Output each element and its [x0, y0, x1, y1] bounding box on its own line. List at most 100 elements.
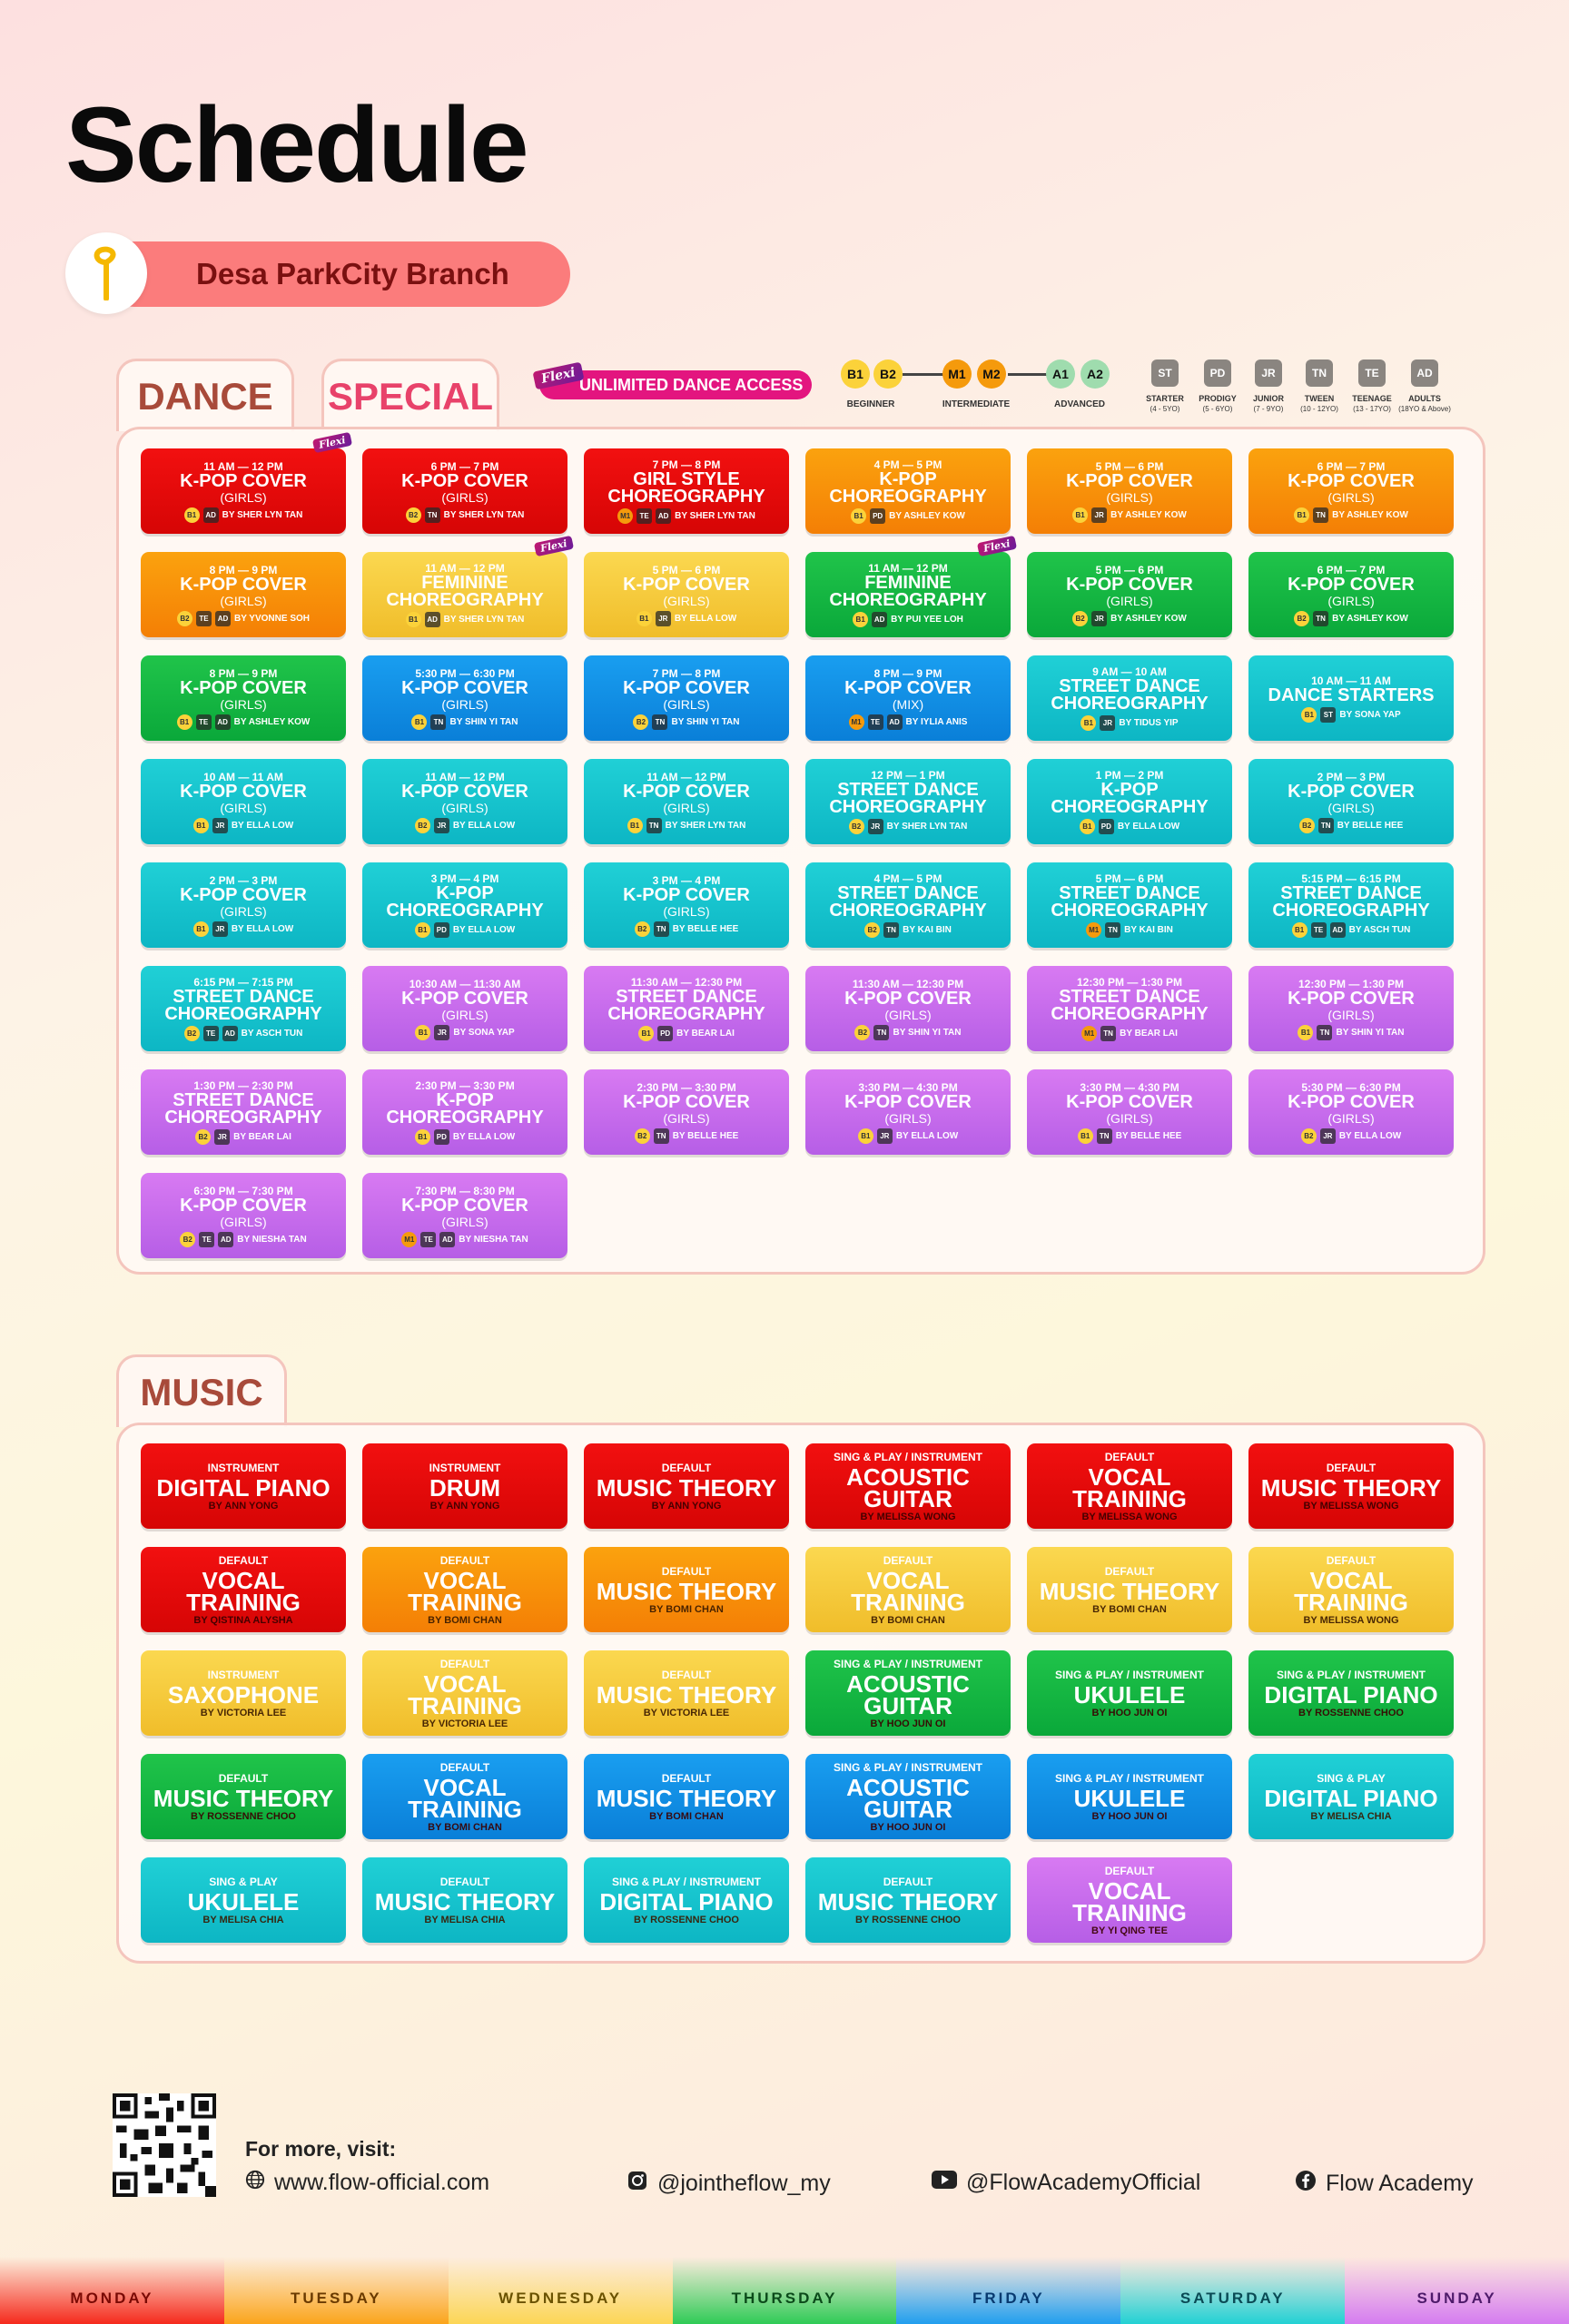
dance-class-card[interactable]: 6 PM — 7 PM K-POP COVER (GIRLS) B1 TN BY ASHL… — [1248, 448, 1454, 534]
music-class-card[interactable]: DEFAULT MUSIC THEORY BY MELISA CHIA — [362, 1857, 567, 1943]
class-meta: B1 PD BY ELLA LOW — [414, 1129, 515, 1145]
music-class-card[interactable]: DEFAULT MUSIC THEORY BY BOMI CHAN — [1027, 1547, 1232, 1632]
dance-class-card[interactable]: 5:30 PM — 6:30 PM K-POP COVER (GIRLS) B1 TN B… — [362, 655, 567, 741]
dance-class-card[interactable]: 11 AM — 12 PM FEMININE CHOREOGRAPHY B1 AD BY… — [805, 535, 1018, 637]
dance-class-card[interactable]: 12:30 PM — 1:30 PM K-POP COVER (GIRLS) B1 TN… — [1248, 966, 1454, 1051]
music-class-card[interactable]: SING & PLAY / INSTRUMENT DIGITAL PIANO BY … — [584, 1857, 789, 1943]
class-variant: (MIX) — [892, 696, 924, 712]
music-class-card[interactable]: DEFAULT VOCAL TRAINING BY MELISSA WONG — [1027, 1443, 1232, 1529]
dance-class-card[interactable]: 7 PM — 8 PM GIRL STYLE CHOREOGRAPHY M1 TE AD… — [584, 448, 789, 534]
dance-class-card[interactable]: 10 AM — 11 AM K-POP COVER (GIRLS) B1 JR BY EL… — [141, 759, 346, 844]
dance-class-card[interactable]: 2 PM — 3 PM K-POP COVER (GIRLS) B2 TN BY BELL… — [1248, 759, 1454, 844]
instructor-name: BY SHIN YI TAN — [449, 716, 518, 727]
dance-class-card[interactable]: 3:30 PM — 4:30 PM K-POP COVER (GIRLS) B1 TN B… — [1027, 1069, 1232, 1155]
dance-class-card[interactable]: 6:30 PM — 7:30 PM K-POP COVER (GIRLS) B2 TE A… — [141, 1173, 346, 1258]
dance-class-card[interactable]: 5:30 PM — 6:30 PM K-POP COVER (GIRLS) B2 JR B… — [1248, 1069, 1454, 1155]
music-class-card[interactable]: SING & PLAY DIGITAL PIANO BY MELISA CHIA — [1248, 1754, 1454, 1839]
day-label-friday[interactable]: FRIDAY — [896, 2257, 1121, 2324]
music-class-card[interactable]: INSTRUMENT DIGITAL PIANO BY ANN YONG — [141, 1443, 346, 1529]
class-category: DEFAULT — [1104, 1450, 1155, 1463]
music-class-card[interactable]: DEFAULT MUSIC THEORY BY ROSSENNE CHOO — [141, 1754, 346, 1839]
dance-class-card[interactable]: 7:30 PM — 8:30 PM K-POP COVER (GIRLS) M1 TE A… — [362, 1173, 567, 1258]
website-link[interactable]: www.flow-official.com — [245, 2170, 489, 2196]
music-class-card[interactable]: DEFAULT VOCAL TRAINING BY BOMI CHAN — [362, 1754, 567, 1839]
dance-class-card[interactable]: 9 AM — 10 AM STREET DANCE CHOREOGRAPHY B1 J… — [1027, 655, 1232, 741]
age-code-st: ST — [1151, 359, 1179, 387]
dance-class-card[interactable]: 11:30 AM — 12:30 PM STREET DANCE CHOREOGR… — [584, 966, 789, 1051]
class-time: 7 PM — 8 PM — [652, 458, 721, 471]
music-class-card[interactable]: DEFAULT MUSIC THEORY BY VICTORIA LEE — [584, 1650, 789, 1736]
music-class-card[interactable]: DEFAULT VOCAL TRAINING BY BOMI CHAN — [362, 1547, 567, 1632]
dance-class-card[interactable]: 6 PM — 7 PM K-POP COVER (GIRLS) B2 TN BY ASHL… — [1248, 552, 1454, 637]
tab-dance[interactable]: DANCE — [116, 359, 294, 431]
dance-class-card[interactable]: 11 AM — 12 PM FEMININE CHOREOGRAPHY B1 AD BY… — [362, 535, 575, 637]
dance-class-card[interactable]: 3 PM — 4 PM K-POP CHOREOGRAPHY B1 PD BY ELLA… — [362, 862, 567, 948]
dance-class-card[interactable]: 5:15 PM — 6:15 PM STREET DANCE CHOREOGRAP… — [1248, 862, 1454, 948]
dance-class-card[interactable]: 10 AM — 11 AM DANCE STARTERS B1 ST BY SONA Y… — [1248, 655, 1454, 741]
level-badge: B1 — [1081, 715, 1097, 731]
dance-class-card[interactable]: 3 PM — 4 PM K-POP COVER (GIRLS) B2 TN BY BELL… — [584, 862, 789, 948]
dance-class-card[interactable]: 11:30 AM — 12:30 PM K-POP COVER (GIRLS) B2 T… — [805, 966, 1011, 1051]
music-class-card[interactable]: SING & PLAY / INSTRUMENT ACOUSTIC GUITAR B… — [805, 1650, 1011, 1736]
class-name: STREET DANCE CHOREOGRAPHY — [607, 987, 765, 1024]
class-name: DIGITAL PIANO — [1264, 1784, 1438, 1812]
music-class-card[interactable]: SING & PLAY / INSTRUMENT DIGITAL PIANO BY … — [1248, 1650, 1454, 1736]
music-class-card[interactable]: DEFAULT VOCAL TRAINING BY YI QING TEE — [1027, 1857, 1232, 1943]
dance-class-card[interactable]: 8 PM — 9 PM K-POP COVER (GIRLS) B2 TE AD BY YV… — [141, 552, 346, 637]
music-class-card[interactable]: DEFAULT VOCAL TRAINING BY MELISSA WONG — [1248, 1547, 1454, 1632]
dance-class-card[interactable]: 11 AM — 12 PM K-POP COVER (GIRLS) B2 JR BY EL… — [362, 759, 567, 844]
music-class-card[interactable]: SING & PLAY / INSTRUMENT ACOUSTIC GUITAR B… — [805, 1754, 1011, 1839]
instagram-link[interactable]: @jointheflow_my — [627, 2170, 831, 2198]
dance-class-card[interactable]: 4 PM — 5 PM K-POP CHOREOGRAPHY B1 PD BY ASHL… — [805, 448, 1011, 534]
dance-class-card[interactable]: 10:30 AM — 11:30 AM K-POP COVER (GIRLS) B1 J… — [362, 966, 567, 1051]
day-label-saturday[interactable]: SATURDAY — [1120, 2257, 1346, 2324]
music-class-card[interactable]: INSTRUMENT SAXOPHONE BY VICTORIA LEE — [141, 1650, 346, 1736]
class-meta: B2 TE AD BY NIESHA TAN — [180, 1231, 307, 1247]
dance-class-card[interactable]: 3:30 PM — 4:30 PM K-POP COVER (GIRLS) B1 JR B… — [805, 1069, 1011, 1155]
music-class-card[interactable]: DEFAULT VOCAL TRAINING BY QISTINA ALYSHA — [141, 1547, 346, 1632]
dance-class-card[interactable]: 2:30 PM — 3:30 PM K-POP COVER (GIRLS) B2 TN B… — [584, 1069, 789, 1155]
youtube-link[interactable]: @FlowAcademyOfficial — [932, 2170, 1200, 2196]
music-class-card[interactable]: SING & PLAY / INSTRUMENT UKULELE BY HOO JU… — [1027, 1650, 1232, 1736]
dance-class-card[interactable]: 4 PM — 5 PM STREET DANCE CHOREOGRAPHY B2 TN… — [805, 862, 1011, 948]
dance-class-card[interactable]: 12 PM — 1 PM STREET DANCE CHOREOGRAPHY B2 J… — [805, 759, 1011, 844]
dance-class-card[interactable]: 11 AM — 12 PM K-POP COVER (GIRLS) B1 AD BY SH… — [141, 431, 353, 534]
music-class-card[interactable]: DEFAULT MUSIC THEORY BY ROSSENNE CHOO — [805, 1857, 1011, 1943]
day-label-tuesday[interactable]: TUESDAY — [223, 2257, 449, 2324]
tab-music[interactable]: MUSIC — [116, 1354, 287, 1427]
dance-class-card[interactable]: 5 PM — 6 PM K-POP COVER (GIRLS) B1 JR BY ASHL… — [1027, 448, 1232, 534]
music-class-card[interactable]: DEFAULT VOCAL TRAINING BY BOMI CHAN — [805, 1547, 1011, 1632]
day-label-monday[interactable]: MONDAY — [0, 2257, 224, 2324]
music-class-card[interactable]: SING & PLAY / INSTRUMENT ACOUSTIC GUITAR B… — [805, 1443, 1011, 1529]
class-meta: B1 ST BY SONA YAP — [1301, 706, 1401, 723]
dance-class-card[interactable]: 5 PM — 6 PM K-POP COVER (GIRLS) B2 JR BY ASHL… — [1027, 552, 1232, 637]
dance-class-card[interactable]: 6:15 PM — 7:15 PM STREET DANCE CHOREOGRAP… — [141, 966, 346, 1051]
dance-class-card[interactable]: 11 AM — 12 PM K-POP COVER (GIRLS) B1 TN BY SH… — [584, 759, 789, 844]
dance-class-card[interactable]: 7 PM — 8 PM K-POP COVER (GIRLS) B2 TN BY SHIN… — [584, 655, 789, 741]
music-class-card[interactable]: DEFAULT MUSIC THEORY BY BOMI CHAN — [584, 1754, 789, 1839]
dance-class-card[interactable]: 2 PM — 3 PM K-POP COVER (GIRLS) B1 JR BY ELLA… — [141, 862, 346, 948]
dance-class-card[interactable]: 2:30 PM — 3:30 PM K-POP CHOREOGRAPHY B1 PD B… — [362, 1069, 567, 1155]
dance-class-card[interactable]: 8 PM — 9 PM K-POP COVER (GIRLS) B1 TE AD BY AS… — [141, 655, 346, 741]
dance-class-card[interactable]: 8 PM — 9 PM K-POP COVER (MIX) M1 TE AD BY IYLI… — [805, 655, 1011, 741]
dance-class-card[interactable]: 6 PM — 7 PM K-POP COVER (GIRLS) B2 TN BY SHER… — [362, 448, 567, 534]
music-class-card[interactable]: SING & PLAY UKULELE BY MELISA CHIA — [141, 1857, 346, 1943]
dance-class-card[interactable]: 1 PM — 2 PM K-POP CHOREOGRAPHY B1 PD BY ELLA… — [1027, 759, 1232, 844]
music-class-card[interactable]: DEFAULT MUSIC THEORY BY BOMI CHAN — [584, 1547, 789, 1632]
facebook-link[interactable]: Flow Academy — [1295, 2170, 1474, 2198]
day-label-thursday[interactable]: THURSDAY — [672, 2257, 897, 2324]
music-class-card[interactable]: DEFAULT MUSIC THEORY BY ANN YONG — [584, 1443, 789, 1529]
music-class-card[interactable]: DEFAULT MUSIC THEORY BY MELISSA WONG — [1248, 1443, 1454, 1529]
tab-special[interactable]: SPECIAL — [321, 359, 499, 431]
dance-class-card[interactable]: 5 PM — 6 PM K-POP COVER (GIRLS) B1 JR BY ELLA… — [584, 552, 789, 637]
dance-class-card[interactable]: 5 PM — 6 PM STREET DANCE CHOREOGRAPHY M1 TN… — [1027, 862, 1232, 948]
qr-code[interactable] — [113, 2093, 216, 2197]
music-class-card[interactable]: INSTRUMENT DRUM BY ANN YONG — [362, 1443, 567, 1529]
music-class-card[interactable]: DEFAULT VOCAL TRAINING BY VICTORIA LEE — [362, 1650, 567, 1736]
dance-class-card[interactable]: 12:30 PM — 1:30 PM STREET DANCE CHOREOGRA… — [1027, 966, 1232, 1051]
dance-class-card[interactable]: 1:30 PM — 2:30 PM STREET DANCE CHOREOGRAP… — [141, 1069, 346, 1155]
day-label-wednesday[interactable]: WEDNESDAY — [448, 2257, 673, 2324]
level-badge: B1 — [183, 507, 200, 523]
music-class-card[interactable]: SING & PLAY / INSTRUMENT UKULELE BY HOO JU… — [1027, 1754, 1232, 1839]
day-label-sunday[interactable]: SUNDAY — [1345, 2257, 1569, 2324]
